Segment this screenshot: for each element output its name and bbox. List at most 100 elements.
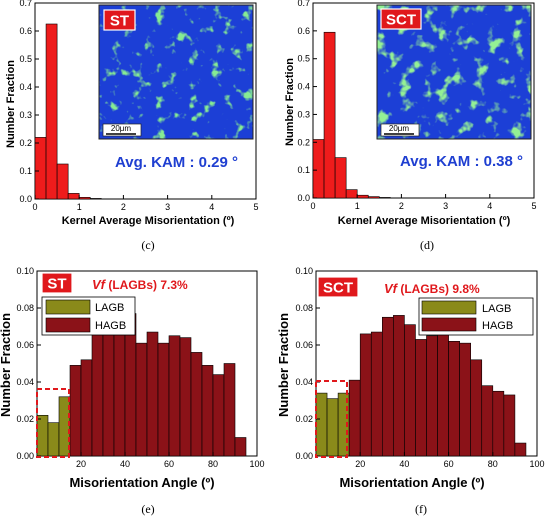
x-tick-label: 80 <box>488 459 498 469</box>
sample-tag-bg <box>41 272 73 294</box>
x-axis-label: Kernel Average Misorientation (º) <box>338 215 511 227</box>
y-axis-label: Number Fraction <box>284 58 296 146</box>
y-tick-label: 0.10 <box>16 266 34 276</box>
histogram-bar <box>34 137 47 200</box>
histogram-bar <box>89 198 102 200</box>
y-tick-label: 0.10 <box>295 266 313 276</box>
sample-tag: SCT <box>380 8 422 30</box>
kam-map-border <box>376 4 532 140</box>
y-tick-label: 0.3 <box>19 110 32 120</box>
sample-tag-label: ST <box>110 13 129 30</box>
hagb-bar <box>168 335 181 457</box>
hagb-bar <box>415 339 427 457</box>
histogram-bar <box>378 197 391 199</box>
x-tick-label: 2 <box>399 201 404 211</box>
hagb-bar <box>514 442 527 457</box>
lagb-bar <box>326 398 339 457</box>
x-tick-label: 80 <box>208 459 218 469</box>
hagb-bar <box>370 331 383 457</box>
scalebar-label: 20μm <box>111 124 132 133</box>
avg-kam-label: Avg. KAM : 0.29 ° <box>115 154 238 171</box>
y-tick-label: 0.02 <box>295 414 313 424</box>
x-tick-label: 1 <box>77 202 82 212</box>
kam-map-inset: 20μm <box>376 4 532 140</box>
panel-caption: (e) <box>141 502 154 516</box>
hagb-bar <box>359 333 372 457</box>
y-axis-label: Number Fraction <box>276 313 291 417</box>
x-tick-label: 40 <box>399 459 409 469</box>
scalebar-box <box>380 123 420 137</box>
hagb-bar <box>179 337 192 457</box>
y-tick-label: 0.1 <box>19 166 32 176</box>
x-tick-label: 20 <box>355 459 365 469</box>
vf-value: (LAGBs) 7.3% <box>105 278 188 292</box>
legend: LAGB HAGB <box>418 297 534 336</box>
histogram-bar <box>323 31 336 199</box>
y-tick-label: 0.06 <box>16 340 34 350</box>
y-tick-label: 0.2 <box>19 138 32 148</box>
ticks: 20 40 60 80 100 0.00 0.02 0.04 0.06 0.08 0.10 <box>295 266 544 469</box>
axes-frame <box>312 2 535 199</box>
sample-tag-label: SCT <box>386 12 416 29</box>
x-tick-label: 4 <box>487 201 492 211</box>
avg-kam-label: Avg. KAM : 0.38 ° <box>400 153 523 170</box>
legend: LAGB HAGB <box>41 296 136 336</box>
scalebar-box <box>102 123 142 137</box>
y-axis-label: Number Fraction <box>0 313 13 417</box>
hagb-bar <box>492 390 505 457</box>
hagb-bar <box>404 324 416 457</box>
x-tick-label: 5 <box>531 201 536 211</box>
hagb-bar <box>135 342 148 457</box>
histogram-bar <box>78 197 91 200</box>
legend-swatch-hagb <box>45 317 91 333</box>
hagb-bar <box>212 374 225 457</box>
legend-label-lagb: LAGB <box>482 303 511 315</box>
x-tick-label: 5 <box>253 202 258 212</box>
hagb-bar <box>102 320 115 457</box>
histogram-bar <box>312 139 325 199</box>
y-tick-label: 0.7 <box>19 0 32 8</box>
x-tick-label: 3 <box>165 202 170 212</box>
histogram-bar <box>345 189 358 199</box>
y-tick-label: 0.08 <box>16 303 34 313</box>
x-tick-label: 100 <box>529 459 544 469</box>
hagb-bar <box>437 329 449 457</box>
panel-kam-st: 0 1 2 3 4 5 0.0 0.1 0.2 0.3 0.4 0.5 0.6 0.7 20μm ST A… <box>5 0 259 252</box>
y-tick-label: 0.02 <box>16 414 34 424</box>
sample-tag: SCT <box>317 276 359 298</box>
hagb-bar <box>459 342 471 457</box>
hagb-bar <box>223 363 236 457</box>
x-tick-label: 0 <box>32 202 37 212</box>
hagb-bar <box>503 394 516 457</box>
y-tick-label: 0.6 <box>19 26 32 36</box>
legend-swatch-lagb <box>45 299 91 315</box>
y-tick-label: 0.00 <box>16 451 34 461</box>
vf-value: (LAGBs) 9.8% <box>397 282 480 296</box>
y-axis-label: Number Fraction <box>5 60 17 148</box>
hagb-bar <box>201 365 214 457</box>
ticks: 0 1 2 3 4 5 0.0 0.1 0.2 0.3 0.4 0.5 0.6 0.7 <box>297 0 536 211</box>
kam-map-border <box>98 4 254 140</box>
histogram-bar <box>45 23 58 200</box>
hagb-bar <box>157 342 170 457</box>
y-tick-label: 0.04 <box>295 377 313 387</box>
hagb-bar <box>234 437 247 457</box>
y-tick-label: 0.3 <box>297 109 310 119</box>
y-tick-label: 0.5 <box>19 54 32 64</box>
sample-tag-bg <box>103 9 136 31</box>
x-axis-label: Kernel Average Misorientation (º) <box>62 215 235 227</box>
y-tick-label: 0.04 <box>16 377 34 387</box>
legend-swatch-lagb <box>421 300 477 315</box>
legend-label-hagb: HAGB <box>482 320 513 332</box>
bars <box>315 315 527 457</box>
lagb-volume-fraction: Vf (LAGBs) 9.8% <box>384 281 480 296</box>
panel-kam-sct: 0 1 2 3 4 50.00.10.20.30.40.50.60.7 20μm SCT … <box>284 0 537 252</box>
x-axis-label: Misorientation Angle (º) <box>69 475 214 490</box>
x-axis-label: Misorientation Angle (º) <box>339 475 484 490</box>
x-tick-label: 60 <box>164 459 174 469</box>
bars <box>36 311 247 457</box>
histogram-bar <box>367 196 380 199</box>
y-tick-label: 0.00 <box>295 451 313 461</box>
